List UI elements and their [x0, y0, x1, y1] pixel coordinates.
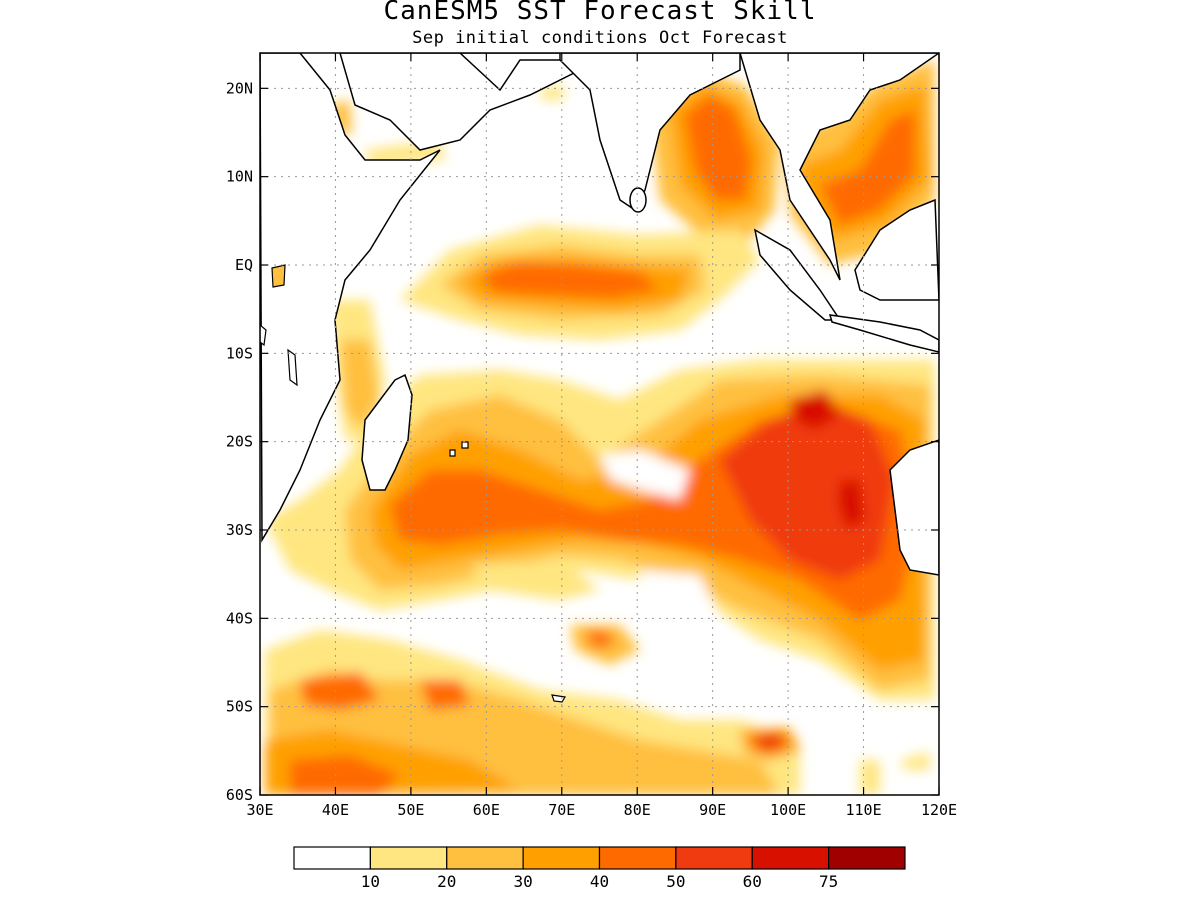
- lon-tick-label: 40E: [322, 801, 349, 819]
- lon-tick-label: 90E: [699, 801, 726, 819]
- colorbar-label: 20: [437, 872, 456, 891]
- lat-tick-label: 10S: [226, 344, 253, 362]
- lat-tick-label: 20N: [226, 79, 253, 97]
- lat-tick-label: 20S: [226, 433, 253, 451]
- land-madagascar: [361, 373, 413, 491]
- colorbar-swatch: [751, 846, 830, 870]
- lat-tick-label: EQ: [235, 256, 253, 274]
- land-australia: [889, 439, 939, 576]
- gridlines: [260, 53, 939, 795]
- landmasses: [260, 53, 939, 703]
- colorbar-label: 30: [513, 872, 532, 891]
- map-frame: [259, 52, 940, 796]
- longitude-axis: 30E 40E 50E 60E 70E 80E 90E 100E 110E 120E: [246, 53, 957, 819]
- lon-tick-label: 50E: [397, 801, 424, 819]
- latitude-axis: 20N 10N EQ 10S 20S 30S 40S 50S 60S: [226, 79, 939, 804]
- colorbar-label: 60: [743, 872, 762, 891]
- land-sri-lanka: [629, 187, 647, 213]
- colorbar-label: 75: [819, 872, 838, 891]
- lat-tick-label: 30S: [226, 521, 253, 539]
- map-title: CanESM5 SST Forecast Skill: [383, 0, 817, 26]
- colorbar-swatch: [598, 846, 677, 870]
- land-africa: [260, 53, 441, 543]
- lon-tick-label: 100E: [770, 801, 806, 819]
- colorbar-label: 40: [590, 872, 609, 891]
- lat-tick-label: 40S: [226, 609, 253, 627]
- colorbar-swatch: [522, 846, 601, 870]
- colorbar-swatch: [369, 846, 448, 870]
- skill-field: [265, 60, 935, 795]
- lon-tick-label: 30E: [246, 801, 273, 819]
- land-arabia: [339, 53, 602, 151]
- lon-tick-label: 70E: [548, 801, 575, 819]
- colorbar-swatch: [675, 846, 753, 870]
- colorbar-swatch: [828, 846, 906, 870]
- lat-tick-label: 50S: [226, 698, 253, 716]
- lon-tick-label: 60E: [473, 801, 500, 819]
- lon-tick-label: 110E: [845, 801, 881, 819]
- lat-tick-label: 10N: [226, 168, 253, 186]
- colorbar-label: 10: [361, 872, 380, 891]
- colorbar-label: 50: [666, 872, 685, 891]
- lat-tick-label: 60S: [226, 786, 253, 804]
- land-southeast-asia: [739, 53, 939, 281]
- land-india: [559, 53, 741, 212]
- colorbar-swatch: [446, 846, 524, 870]
- land-java: [828, 314, 939, 353]
- land-borneo: [854, 198, 939, 301]
- lon-tick-label: 80E: [624, 801, 651, 819]
- colorbar-swatch: [293, 846, 371, 870]
- lon-tick-label: 120E: [921, 801, 957, 819]
- colorbar: 10 20 30 40 50 60 75: [293, 846, 906, 891]
- map-subtitle: Sep initial conditions Oct Forecast: [412, 28, 788, 48]
